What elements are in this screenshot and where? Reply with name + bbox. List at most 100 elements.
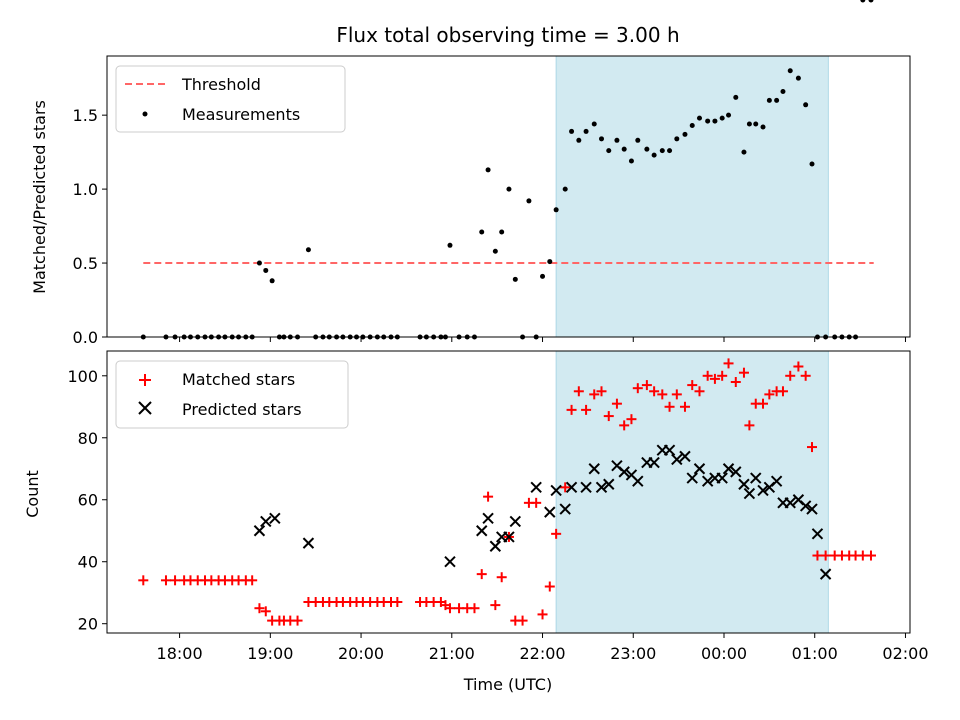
matched-star-point [496,572,507,583]
measurement-point [726,112,732,118]
matched-star-point [777,386,788,397]
measurement-point [540,273,546,279]
predicted-star-point [260,515,272,528]
shaded-interval [555,350,829,634]
measurement-point [512,276,518,282]
matched-star-point [247,575,258,586]
measurement-point [305,247,311,253]
x-stroke-b [750,472,762,484]
predicted-star-point [603,478,615,490]
measurement-point [696,115,702,121]
x-stroke-b [701,475,714,487]
predicted-star-point [648,456,660,469]
measurement-point [628,158,634,164]
x-stroke-b [716,472,728,484]
matched-star-point [138,575,149,586]
ratio-axes: 0.0 0.5 1.0 1.5 [73,55,911,347]
predicted-star-point [770,475,783,487]
x-tick-label: 18:00 [157,644,203,663]
measurement-point [659,148,665,154]
matched-star-point [589,389,600,400]
measurement-point [809,161,815,167]
x-stroke-b [559,503,571,515]
matched-star-point [649,386,660,397]
measurement-point [705,118,711,124]
matched-star-point [807,442,818,453]
matched-star-point [800,370,811,381]
matched-star-point [793,361,804,372]
matched-star-point [611,398,622,409]
measurement-point [741,149,747,155]
legend-predicted-label: Predicted stars [182,400,302,419]
predicted-star-point [799,500,812,512]
predicted-star-point [701,475,714,487]
predicted-star-point [671,453,683,466]
matched-star-point [469,603,480,614]
measurement-point [583,128,589,134]
ratio-panel: 0.0 0.5 1.0 1.5 Matched/Predicted stars Thr… [30,0,911,347]
x-stroke-b [482,512,494,525]
measurement-point [682,131,688,137]
matched-star-point [671,389,682,400]
matched-star-point [517,615,528,626]
x-stroke-b [509,515,522,528]
x-stroke-b [671,453,683,466]
matched-star-point [392,597,403,608]
x-stroke-b [550,484,562,497]
predicted-star-point [784,497,796,509]
plot-frame [106,350,911,634]
x-stroke-b [595,481,608,494]
x-tick-label: 00:00 [701,644,747,663]
x-stroke-b [806,503,818,515]
count-axes: 20 40 60 80 100 18:00 19:00 20:00 21:00 22:00 23:0… [67,350,929,663]
predicted-star-point [806,503,818,515]
measurement-point [787,68,793,74]
measurement-point [506,186,512,192]
matched-star-point [560,482,571,493]
measurement-point [774,97,780,103]
matched-star-point [170,575,181,586]
x-stroke-b [663,444,676,456]
x-stroke-b [819,568,832,580]
predicted-star-point [632,475,644,487]
predicted-star-point [618,466,630,478]
measurement-point [689,123,695,129]
predicted-star-point [686,472,698,484]
measurement-point [868,0,874,3]
x-stroke-b [444,556,456,568]
legend-measurements-label: Measurements [182,105,300,124]
x-stroke-b [588,463,600,475]
predicted-star-point [811,528,824,540]
matched-star-point [444,603,455,614]
legend-matched-label: Matched stars [182,370,295,389]
matched-star-point [292,615,303,626]
x-stroke-b [679,450,691,463]
x-tick-label: 01:00 [792,644,838,663]
measurement-point [492,248,498,254]
matched-star-point [679,401,690,412]
x-stroke-b [632,475,644,487]
predicted-star-point [588,463,600,475]
matched-star-point [764,389,775,400]
x-stroke-b [603,478,615,490]
predicted-star-point [550,484,562,497]
predicted-star-point [503,531,515,543]
x-stroke-b [770,475,783,487]
y-tick-label: 0.5 [73,254,98,273]
measurement-point [621,146,627,152]
y-tick-label: 60 [78,491,98,510]
shaded-interval [555,55,829,338]
matched-star-point [596,386,607,397]
legend-matched-swatch [139,374,151,386]
matched-star-point [758,398,769,409]
matched-star-point [738,367,749,378]
matched-star-point [730,376,741,387]
predicted-star-point [302,537,315,549]
legend-predicted-swatch [138,401,152,415]
measurement-point [526,198,532,204]
predicted-star-point [819,568,832,580]
measurement-point [485,167,491,173]
matched-star-point [785,370,796,381]
x-stroke-b [476,525,488,537]
